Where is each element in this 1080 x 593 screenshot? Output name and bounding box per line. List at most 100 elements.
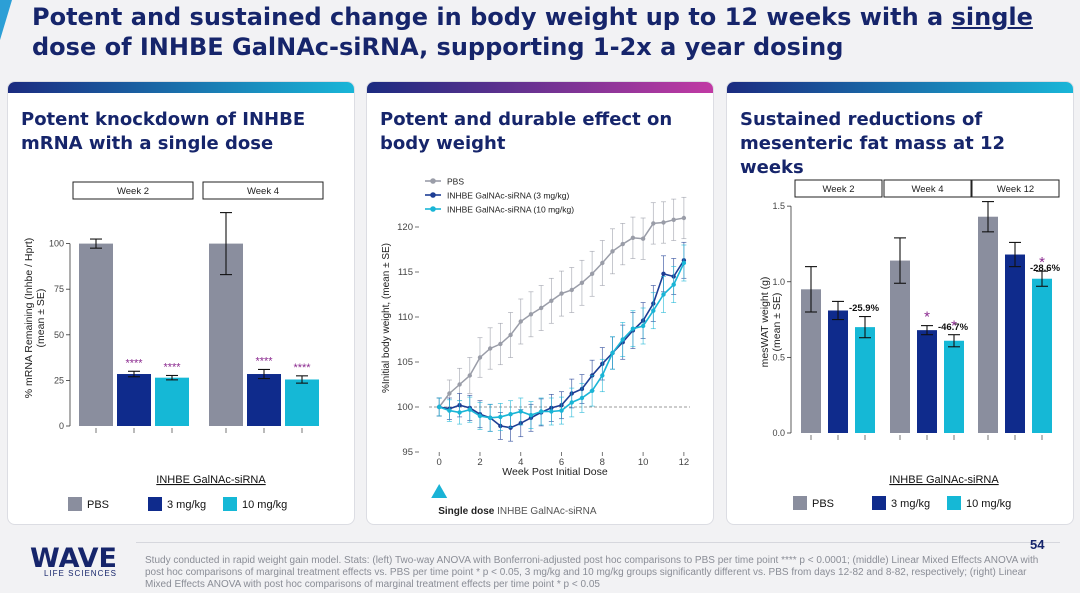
page-number: 54 [1030, 537, 1045, 552]
x-tick-label: 4 [518, 457, 523, 468]
x-axis-title: INHBE GalNAc-siRNA [156, 474, 266, 486]
facet-strip [72, 181, 194, 200]
data-point [457, 410, 462, 415]
data-point [487, 415, 493, 420]
data-point [671, 282, 676, 287]
significance-mark: **** [293, 362, 311, 374]
bar [117, 374, 151, 426]
y-tick-label: 25 [54, 375, 64, 385]
bar [801, 289, 821, 433]
x-axis-title: Week Post Initial Dose [502, 466, 608, 478]
y-axis-title-sub: (mean ± SE) [771, 293, 783, 352]
data-point [589, 388, 595, 393]
bar [917, 330, 937, 433]
significance-mark: * [1039, 254, 1045, 271]
data-point [467, 407, 472, 412]
significance-mark: **** [255, 355, 273, 367]
bar [890, 260, 910, 433]
y-tick-label: 110 [398, 312, 413, 323]
data-point [508, 332, 513, 338]
y-tick-label: 115 [398, 267, 413, 278]
bar [1032, 278, 1052, 433]
corner-accent [0, 0, 12, 40]
y-tick-label: 105 [397, 357, 413, 368]
y-tick-label: 75 [54, 284, 64, 294]
data-point [457, 382, 462, 387]
data-point [447, 391, 452, 396]
y-tick-label: 1.0 [772, 277, 785, 287]
chart-mrna-knockdown: 0 25 50 75 100 % mRNA Remaining (Inhbe / Hprt… [23, 181, 324, 511]
data-point [559, 291, 564, 296]
panel-accent-bar [727, 82, 1073, 93]
data-point [467, 373, 472, 378]
data-point [498, 414, 503, 420]
panel-left-title: Potent knockdown of INHBE mRNA with a si… [21, 109, 306, 154]
panel-left: Potent knockdown of INHBE mRNA with a si… [7, 81, 355, 525]
bar [944, 340, 964, 433]
data-point [589, 271, 595, 276]
data-point [528, 412, 534, 418]
panel-middle: Potent and durable effect on body weight… [366, 81, 714, 525]
data-point [610, 350, 615, 356]
y-tick-label: 0.5 [772, 352, 785, 362]
facet-label: Week 4 [247, 186, 279, 197]
facet-label: Week 12 [997, 184, 1034, 195]
significance-mark: **** [125, 357, 143, 369]
legend-swatch [68, 497, 82, 511]
data-point [651, 221, 656, 226]
legend-label: INHBE GalNAc-siRNA (10 mg/kg) [447, 205, 574, 215]
facet-strip [883, 179, 972, 198]
significance-mark: * [924, 309, 930, 326]
data-point [600, 373, 605, 378]
percent-change-label: -28.6% [1030, 263, 1061, 274]
data-point [559, 408, 564, 413]
y-axis-title-sub: (mean ± SE) [35, 289, 47, 348]
bar [285, 379, 319, 426]
data-point [681, 215, 687, 221]
panel-accent-bar [367, 82, 713, 93]
data-point [528, 312, 534, 317]
bar [828, 310, 848, 433]
slide-title: Potent and sustained change in body weig… [32, 3, 1033, 61]
bar [155, 377, 189, 426]
data-point [630, 326, 636, 331]
y-tick-label: 1.5 [772, 201, 785, 211]
data-point [579, 280, 585, 285]
y-axis-title: %Initial body weight, (mean ± SE) [381, 243, 392, 393]
bar [978, 216, 998, 433]
data-point [436, 404, 442, 410]
facet-label: Week 4 [911, 184, 943, 195]
panel-right: Sustained reductions of mesenteric fat m… [726, 81, 1074, 525]
legend-marker [430, 192, 436, 198]
y-tick-label: 0.0 [772, 428, 785, 438]
x-tick-label: 6 [559, 457, 564, 468]
legend-label: INHBE GalNAc-siRNA (3 mg/kg) [447, 191, 569, 201]
panel-right-title: Sustained reductions of mesenteric fat m… [740, 109, 1006, 178]
bar [79, 243, 113, 426]
footer-divider [136, 542, 1060, 543]
y-tick-label: 100 [397, 402, 413, 413]
legend-label: PBS [447, 177, 464, 187]
panel-accent-bar [8, 82, 354, 93]
data-point [630, 235, 636, 240]
legend-marker [430, 178, 436, 184]
data-point [498, 341, 503, 347]
percent-change-label: -25.9% [849, 303, 880, 314]
x-tick-label: 2 [477, 457, 482, 468]
y-axis-title: % mRNA Remaining (Inhbe / Hprt) [23, 238, 35, 398]
bar [247, 374, 281, 426]
data-point [681, 260, 687, 266]
facet-strip [971, 179, 1060, 198]
x-axis-title: INHBE GalNAc-siRNA [889, 474, 999, 486]
facet-strip [794, 179, 883, 198]
data-point [569, 400, 574, 405]
data-point [620, 241, 625, 247]
data-point [549, 298, 554, 303]
data-point [518, 409, 523, 414]
legend-label: 10 mg/kg [242, 499, 287, 511]
x-tick-label: 10 [638, 457, 649, 468]
facet-label: Week 2 [822, 184, 854, 195]
footnote: Study conducted in rapid weight gain mod… [145, 555, 1039, 590]
panel-middle-title: Potent and durable effect on body weight [380, 109, 673, 154]
